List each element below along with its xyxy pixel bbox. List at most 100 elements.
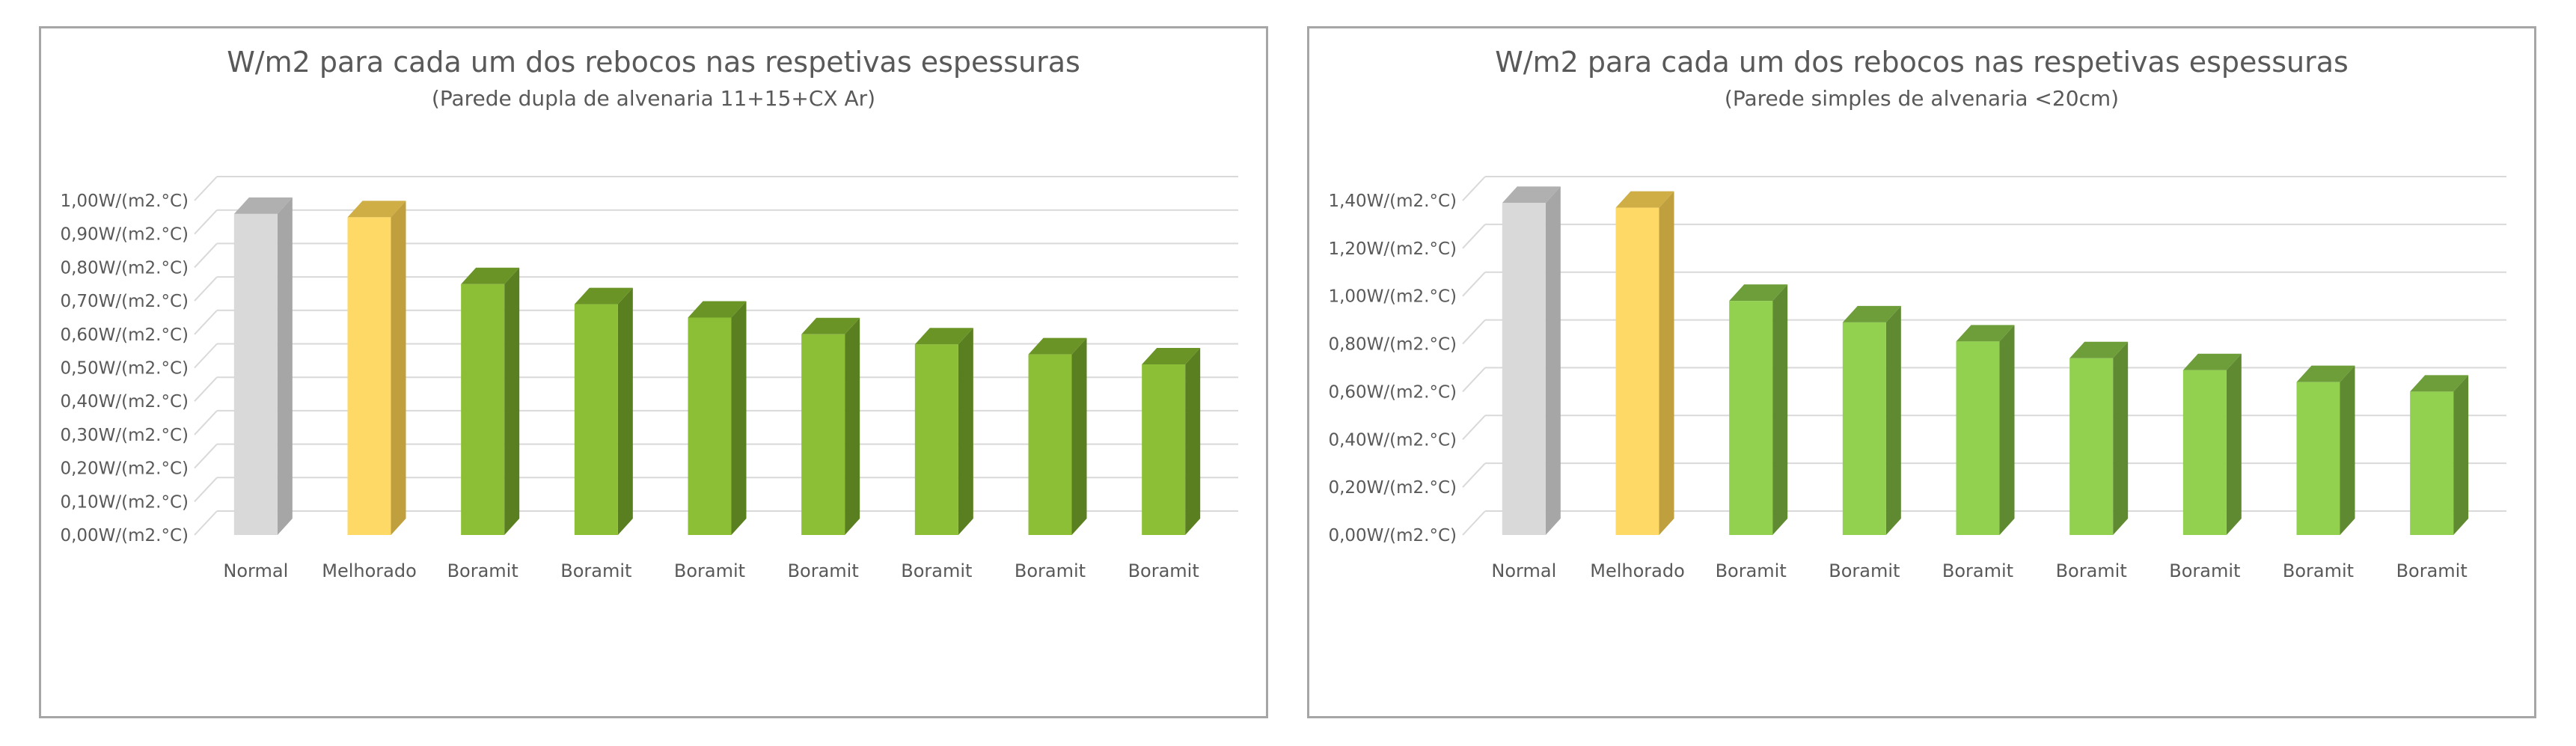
bar-side xyxy=(845,317,860,535)
gridline-depth xyxy=(1462,462,1486,488)
y-tick-label: 0,10W/(m2.°C) xyxy=(60,492,189,512)
bar-top xyxy=(1502,186,1561,204)
bar-8 xyxy=(1142,348,1201,535)
bar-side xyxy=(1659,191,1674,536)
bar-5 xyxy=(2069,341,2129,535)
bar-top xyxy=(233,197,293,214)
bar-top xyxy=(1729,284,1788,302)
bar-front xyxy=(1956,341,2000,535)
bar-top xyxy=(914,328,973,345)
bar-top xyxy=(1028,337,1087,355)
bar-side xyxy=(958,328,973,535)
bar-7 xyxy=(2296,365,2355,535)
bar-0 xyxy=(1502,186,1561,535)
bar-front xyxy=(1502,203,1546,535)
y-tick-label: 1,00W/(m2.°C) xyxy=(60,192,189,211)
x-category-label: Boramit xyxy=(674,560,745,581)
bar-0 xyxy=(233,197,293,535)
gridline-depth xyxy=(194,510,218,536)
y-tick-label: 0,40W/(m2.°C) xyxy=(60,392,189,412)
bar-side xyxy=(1071,337,1087,535)
bar-4 xyxy=(1956,325,2015,535)
y-tick-label: 1,40W/(m2.°C) xyxy=(1328,192,1457,211)
bar-side xyxy=(1185,348,1201,535)
gridline-depth xyxy=(194,242,218,269)
gridline-depth xyxy=(194,477,218,502)
chart-panel-wall-double: W/m2 para cada um dos rebocos nas respet… xyxy=(39,26,1268,718)
y-tick-label: 0,70W/(m2.°C) xyxy=(60,292,189,311)
gridline-depth xyxy=(1462,367,1486,393)
bar-6 xyxy=(914,328,973,535)
gridline-depth xyxy=(194,210,218,235)
bar-side xyxy=(2340,365,2355,535)
gridline-depth xyxy=(194,443,218,469)
x-category-label: Normal xyxy=(1491,560,1556,581)
bar-4 xyxy=(688,301,747,535)
y-tick-label: 0,80W/(m2.°C) xyxy=(1328,335,1457,355)
bar-side xyxy=(2113,341,2129,535)
x-category-label: Normal xyxy=(223,560,288,581)
bar-top xyxy=(2182,353,2242,370)
y-tick-label: 0,30W/(m2.°C) xyxy=(60,426,189,445)
bar-front xyxy=(2410,391,2454,535)
bar-side xyxy=(1772,284,1788,535)
bar-side xyxy=(1885,305,1901,535)
x-category-label: Boramit xyxy=(447,560,518,581)
bar-side xyxy=(617,287,633,535)
bar-5 xyxy=(801,317,860,535)
chart-panel-wall-simple: W/m2 para cada um dos rebocos nas respet… xyxy=(1307,26,2536,718)
bar-side xyxy=(277,197,293,535)
bar-top xyxy=(1842,305,1901,322)
bar-side xyxy=(504,267,520,535)
chart-title: W/m2 para cada um dos rebocos nas respet… xyxy=(227,46,1080,79)
gridline-depth xyxy=(194,376,218,402)
gridline-depth xyxy=(1462,272,1486,297)
bar-front xyxy=(1615,207,1659,535)
gridline-depth xyxy=(1462,176,1486,201)
x-category-label: Boramit xyxy=(2169,560,2240,581)
bar-top xyxy=(1615,191,1674,208)
bar-8 xyxy=(2410,375,2469,535)
bar-front xyxy=(2296,382,2340,535)
gridline-depth xyxy=(194,310,218,335)
bar-top xyxy=(801,317,860,334)
bar-front xyxy=(1842,322,1886,535)
bar-side xyxy=(1545,186,1561,535)
chart-title: W/m2 para cada um dos rebocos nas respet… xyxy=(1495,46,2349,79)
y-tick-label: 1,00W/(m2.°C) xyxy=(1328,287,1457,307)
bar-side xyxy=(391,201,406,535)
bar-top xyxy=(347,201,406,218)
gridline-depth xyxy=(1462,224,1486,249)
bar-front xyxy=(574,304,618,535)
bar-2 xyxy=(461,267,520,535)
bar-front xyxy=(801,334,845,535)
bar-6 xyxy=(2182,353,2242,535)
bar-top xyxy=(2069,341,2129,358)
bar-front xyxy=(688,317,732,535)
x-category-label: Boramit xyxy=(2056,560,2127,581)
x-category-label: Boramit xyxy=(1829,560,1900,581)
y-tick-label: 0,80W/(m2.°C) xyxy=(60,258,189,278)
bar-front xyxy=(1028,354,1072,535)
bar-front xyxy=(2069,358,2114,535)
gridline-depth xyxy=(194,276,218,302)
bar-front xyxy=(914,344,958,535)
x-category-label: Boramit xyxy=(1015,560,1086,581)
bar-front xyxy=(461,284,505,535)
bar-front xyxy=(1142,364,1186,535)
bar-front xyxy=(2182,370,2227,535)
gridline-depth xyxy=(1462,415,1486,440)
bar-top xyxy=(688,301,747,318)
chart-subtitle: (Parede simples de alvenaria <20cm) xyxy=(1724,86,2120,111)
y-tick-label: 0,00W/(m2.°C) xyxy=(60,526,189,545)
y-tick-label: 0,00W/(m2.°C) xyxy=(1328,526,1457,545)
y-tick-label: 0,40W/(m2.°C) xyxy=(1328,430,1457,450)
bar-front xyxy=(1729,301,1773,535)
gridline-depth xyxy=(194,410,218,435)
bar-2 xyxy=(1729,284,1788,535)
x-category-label: Melhorado xyxy=(1590,560,1685,581)
gridline-depth xyxy=(194,176,218,201)
y-tick-label: 0,60W/(m2.°C) xyxy=(60,325,189,345)
chart-plot-area: 0,00W/(m2.°C) 0,20W/(m2.°C) 0,40W/(m2.°C) 0… xyxy=(1328,176,2506,581)
x-category-label: Boramit xyxy=(901,560,972,581)
